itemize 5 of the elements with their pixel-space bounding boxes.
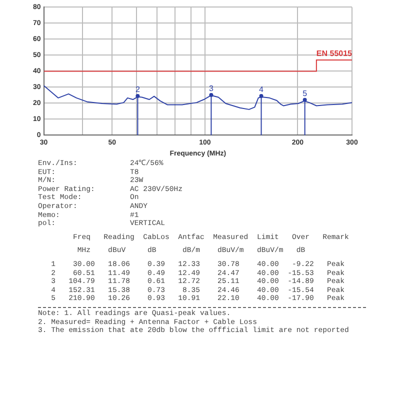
annotation: 5: [302, 89, 308, 98]
annotation: 4: [259, 85, 264, 94]
annotation: 2: [135, 85, 140, 94]
series-label: EN 55015: [316, 49, 353, 58]
annotation: 3: [208, 84, 214, 94]
